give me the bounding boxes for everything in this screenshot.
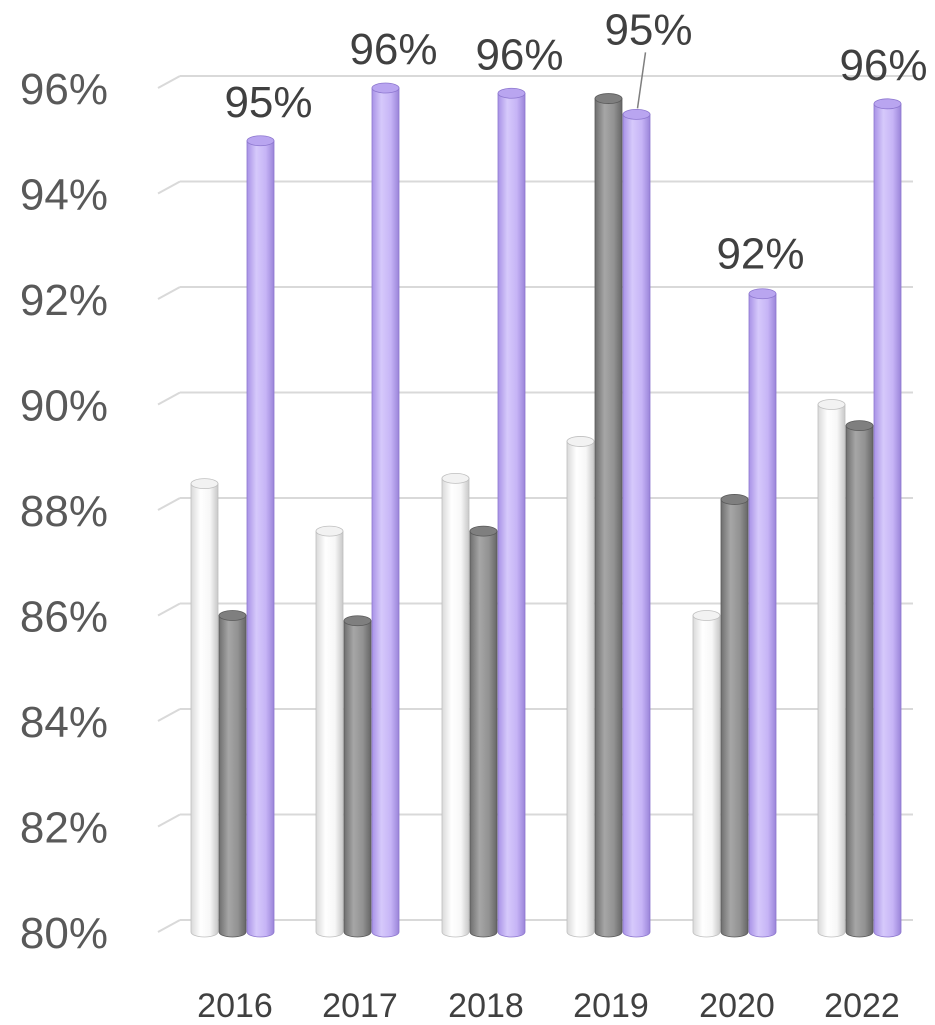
bar-2016-series-1 [218, 610, 247, 938]
y-tick-label: 88% [20, 487, 108, 536]
bar-body [873, 103, 902, 938]
bar-body [622, 113, 651, 938]
bar-cap [720, 494, 749, 505]
data-label: 96% [349, 25, 437, 74]
bar-2022-series-1 [845, 420, 874, 938]
gridline-tick-8 [157, 75, 181, 89]
x-axis-ticks: 2016 2017 2018 2019 2020 2022 [197, 987, 900, 1025]
bar-cap [315, 525, 344, 537]
bar-body [594, 98, 623, 938]
x-tick-label: 2020 [699, 987, 775, 1025]
gridline-tick-4 [157, 497, 181, 511]
y-tick-label: 90% [20, 382, 108, 431]
y-tick-label: 86% [20, 593, 108, 642]
bar-body [720, 499, 749, 938]
bar-cap [817, 399, 846, 410]
bar-cap [343, 615, 372, 627]
bar-2016-series-0 [190, 478, 219, 938]
bar-body [469, 530, 498, 938]
bar-cap [218, 610, 247, 621]
gridline-tick-5 [157, 391, 181, 406]
data-labels: 95% 96% 96% 95% 92% 96% [224, 5, 927, 278]
x-tick-label: 2016 [197, 987, 273, 1025]
bar-2019-series-0 [566, 436, 595, 938]
bar-body [692, 615, 721, 938]
bar-2020-series-0 [692, 610, 721, 938]
bar-2022-series-2 [873, 98, 902, 938]
y-axis-ticks: 80% 82% 84% 86% 88% 90% 92% 94% 96% [20, 65, 108, 958]
bars [190, 82, 902, 938]
gridline-tick-3 [157, 602, 181, 617]
data-label: 95% [604, 5, 692, 54]
bar-cap [873, 98, 902, 110]
bar-cap [441, 472, 470, 484]
bar-body [441, 477, 470, 938]
bar-cap [622, 108, 651, 120]
bar-body [845, 425, 874, 938]
y-tick-label: 82% [20, 804, 108, 853]
bar-2019-series-2 [622, 108, 651, 938]
bar-body [218, 615, 247, 938]
bar-body [817, 404, 846, 938]
bar-cap [190, 478, 219, 490]
bar-cap [748, 288, 777, 300]
bar-body [748, 293, 777, 938]
gridline-tick-6 [157, 286, 181, 300]
bar-body [190, 483, 219, 938]
gridline-tick-2 [157, 708, 181, 722]
gridlines [157, 75, 913, 933]
bar-cap [246, 135, 275, 147]
bar-2019-series-1 [594, 93, 623, 938]
bar-2018-series-2 [497, 87, 526, 938]
bar-2022-series-0 [817, 399, 846, 938]
x-tick-label: 2018 [448, 987, 524, 1025]
y-tick-label: 92% [20, 276, 108, 325]
bar-cap [566, 436, 595, 447]
bar-2020-series-2 [748, 288, 777, 938]
gridline-tick-1 [157, 813, 181, 828]
bar-body [497, 92, 526, 938]
x-tick-label: 2019 [573, 987, 649, 1025]
y-tick-label: 96% [20, 65, 108, 114]
data-label: 92% [716, 230, 804, 279]
bar-2017-series-2 [371, 82, 400, 938]
bar-2018-series-1 [469, 525, 498, 938]
bar-body [343, 620, 372, 938]
bar-cap [469, 525, 498, 537]
y-tick-label: 84% [20, 698, 108, 747]
x-tick-label: 2017 [322, 987, 398, 1025]
data-label: 96% [839, 41, 927, 90]
data-label: 95% [224, 78, 312, 127]
bar-2018-series-0 [441, 472, 470, 938]
gridline-tick-7 [157, 180, 181, 195]
y-tick-label: 94% [20, 171, 108, 220]
bar-2020-series-1 [720, 494, 749, 938]
bar-cap [497, 87, 526, 99]
bar-body [246, 140, 275, 938]
x-tick-label: 2022 [824, 987, 900, 1025]
bar-body [371, 87, 400, 938]
bar-cap [371, 82, 400, 94]
bar-body [566, 441, 595, 938]
bar-cap [845, 420, 874, 432]
bar-cap [692, 610, 721, 621]
data-label: 96% [475, 30, 563, 79]
y-tick-label: 80% [20, 909, 108, 958]
bar-cap [594, 93, 623, 104]
gridline-tick-0 [157, 919, 181, 933]
bar-2016-series-2 [246, 135, 275, 938]
bar-2017-series-0 [315, 525, 344, 938]
data-label-leader [636, 52, 647, 109]
bar-2017-series-1 [343, 615, 372, 938]
bar-body [315, 530, 344, 938]
